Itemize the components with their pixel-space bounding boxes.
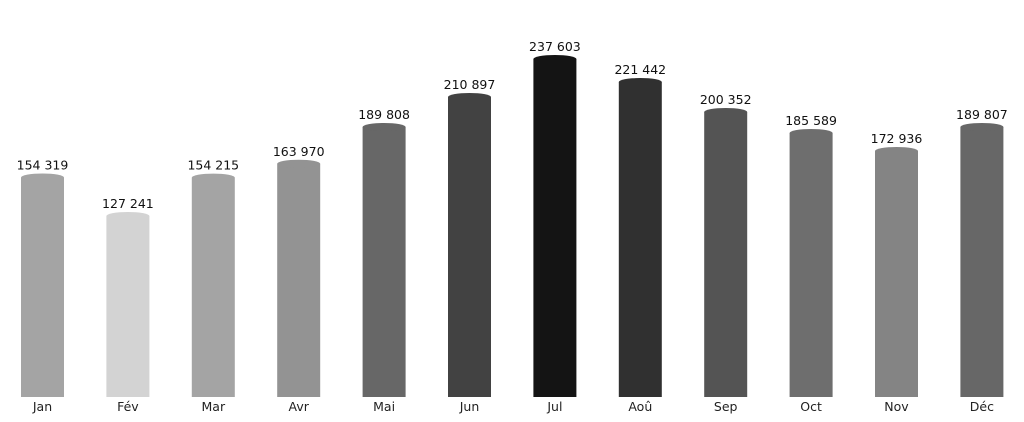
bar-fev (106, 215, 150, 397)
bar-cap-mai (362, 122, 406, 131)
bar-cap-oct (789, 128, 833, 137)
bar-cap-nov (875, 146, 918, 155)
value-label-fev: 127 241 (102, 196, 154, 211)
bar-sep (704, 111, 748, 398)
bar-cap-sep (704, 107, 748, 116)
bar-cap-avr (277, 159, 321, 168)
bar-jun (448, 96, 491, 398)
bar-cap-mar (191, 173, 235, 182)
value-label-nov: 172 936 (871, 131, 923, 146)
value-labels-layer: 154 319 127 241 154 215 163 970 189 808 210 8… (17, 39, 1008, 211)
bar-cap-jan (21, 173, 64, 182)
x-tick-label-nov: Nov (884, 399, 909, 414)
bars-layer (21, 55, 1004, 398)
value-label-mar: 154 215 (187, 158, 239, 173)
x-tick-label-jul: Jul (546, 399, 562, 414)
x-tick-label-oct: Oct (800, 399, 822, 414)
x-tick-label-aou: Aoû (628, 399, 652, 414)
x-tick-label-jan: Jan (32, 399, 52, 414)
bar-mai (362, 126, 406, 398)
bar-avr (277, 163, 321, 397)
bar-oct (789, 132, 833, 398)
x-tick-label-dec: Déc (970, 399, 994, 414)
value-label-oct: 185 589 (785, 113, 837, 128)
x-tick-label-sep: Sep (714, 399, 738, 414)
bar-jul (533, 59, 577, 397)
bar-cap-dec (960, 122, 1004, 131)
x-tick-label-jun: Jun (459, 399, 480, 414)
bar-cap-jun (448, 92, 491, 101)
value-label-jan: 154 319 (17, 157, 69, 172)
bar-dec (960, 126, 1004, 398)
x-tick-label-avr: Avr (289, 399, 310, 414)
value-label-jun: 210 897 (444, 77, 496, 92)
value-label-aou: 221 442 (614, 62, 666, 77)
value-label-dec: 189 807 (956, 107, 1008, 122)
bar-aou (618, 81, 662, 398)
bar-jan (21, 177, 64, 397)
x-axis-tick-labels: Jan Fév Mar Avr Mai Jun Jul Aoû Sep Oct Nov Déc (32, 399, 994, 414)
x-tick-label-mar: Mar (202, 399, 226, 414)
value-label-avr: 163 970 (273, 144, 325, 159)
x-tick-label-mai: Mai (373, 399, 395, 414)
bar-cap-fev (106, 211, 150, 220)
value-label-mai: 189 808 (358, 107, 410, 122)
bar-nov (875, 150, 918, 397)
value-label-sep: 200 352 (700, 92, 752, 107)
bar-cap-aou (618, 77, 662, 86)
bar-cap-jul (533, 55, 577, 63)
value-label-jul: 237 603 (529, 39, 581, 54)
bar-mar (191, 177, 235, 397)
x-tick-label-fev: Fév (117, 399, 139, 414)
